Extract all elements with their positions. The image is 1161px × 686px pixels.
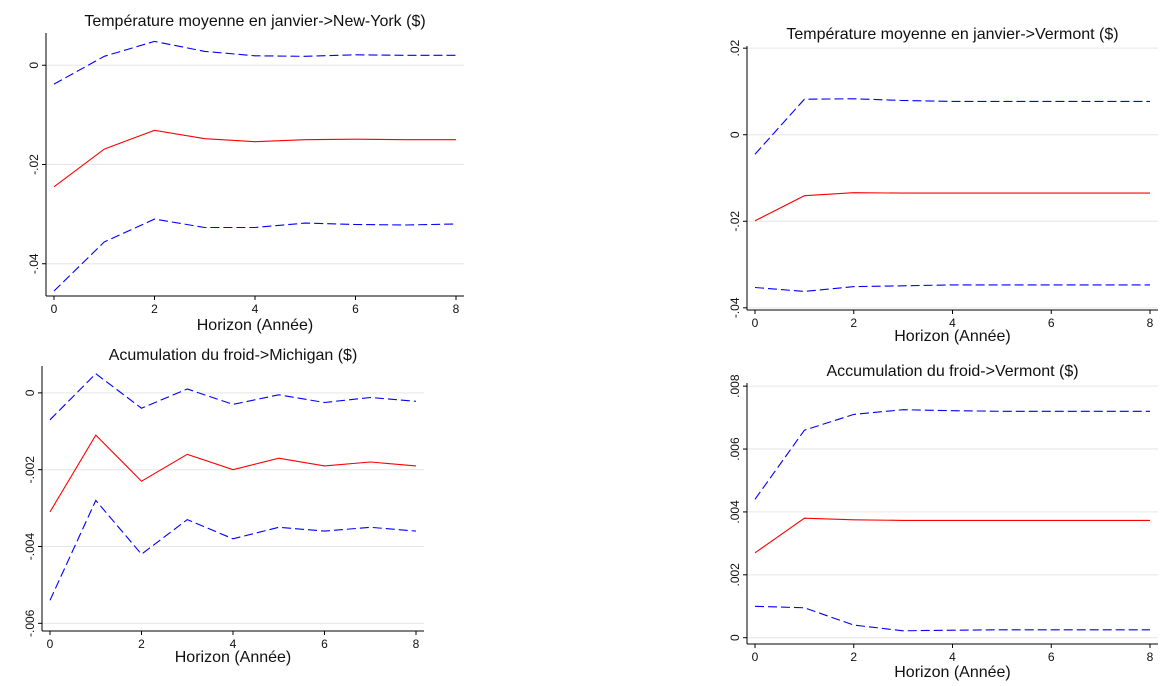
- x-tick-label: 4: [949, 650, 956, 664]
- x-tick-label: 8: [1147, 316, 1154, 330]
- x-tick-label: 4: [252, 302, 259, 316]
- chart-panel-vermont-cold-accumulation: .008 .006 .004 .002 0 0 2 4 6 8 Accumulation du fr…: [700, 358, 1161, 681]
- x-tick-label: 6: [352, 302, 359, 316]
- y-tick-label: .004: [728, 500, 742, 524]
- x-tick-label: 6: [1048, 316, 1055, 330]
- x-tick-label: 2: [138, 637, 145, 651]
- y-tick-label: 0: [728, 634, 742, 641]
- chart-title: Température moyenne en janvier->Vermont …: [786, 26, 1118, 43]
- y-tick-label: -.04: [728, 297, 742, 318]
- y-tick-label: .006: [728, 437, 742, 461]
- x-tick-label: 0: [752, 650, 759, 664]
- x-axis-label: Horizon (Année): [197, 317, 314, 334]
- chart-svg: 0 -.02 -.04 0 2 4 6 8 Température moyenne en jan…: [27, 13, 464, 334]
- chart-title: Accumulation du froid->Vermont ($): [826, 363, 1078, 380]
- x-tick-label: 4: [230, 637, 237, 651]
- x-tick-label: 2: [850, 650, 857, 664]
- x-axis-label: Horizon (Année): [175, 649, 292, 666]
- y-tick-label: .008: [728, 374, 742, 398]
- x-tick-label: 4: [949, 316, 956, 330]
- y-tick-label: 0: [27, 62, 41, 69]
- x-tick-label: 2: [850, 316, 857, 330]
- x-tick-label: 8: [1147, 650, 1154, 664]
- chart-panel-vermont-temperature: .02 0 -.02 -.04 0 2 4 6 8 Température moyenne en …: [700, 10, 1161, 347]
- chart-panel-michigan-cold-accumulation: 0 -.002 -.004 -.006 0 2 4 6 8 Acumulation du froi…: [0, 340, 430, 670]
- x-tick-label: 0: [51, 302, 58, 316]
- y-tick-label: 0: [23, 389, 37, 396]
- x-axis-label: Horizon (Année): [894, 328, 1011, 345]
- y-tick-label: -.04: [27, 253, 41, 274]
- series-line-lower: [754, 605, 1150, 632]
- series-line-irf: [53, 129, 456, 188]
- y-tick-label: -.02: [27, 154, 41, 175]
- y-tick-label: -.002: [23, 456, 37, 484]
- x-tick-label: 8: [453, 302, 460, 316]
- y-tick-label: -.006: [23, 609, 37, 637]
- x-axis-label: Horizon (Année): [894, 664, 1011, 681]
- chart-title: Température moyenne en janvier->New-York…: [84, 13, 425, 30]
- series-line-irf: [754, 517, 1150, 554]
- y-tick-label: 0: [728, 131, 742, 138]
- y-tick-label: .02: [728, 39, 742, 56]
- series-line-irf: [49, 434, 417, 513]
- series-line-irf: [754, 192, 1150, 222]
- series-line-upper: [53, 40, 456, 85]
- series-line-lower: [53, 218, 457, 292]
- x-tick-label: 0: [752, 316, 759, 330]
- chart-svg: 0 -.002 -.004 -.006 0 2 4 6 8 Acumulation du froi…: [23, 347, 424, 666]
- series-line-lower: [49, 499, 417, 601]
- x-tick-label: 8: [413, 637, 420, 651]
- chart-panel-new-york-temperature: 0 -.02 -.04 0 2 4 6 8 Température moyenne en jan…: [0, 0, 470, 335]
- x-tick-label: 6: [1048, 650, 1055, 664]
- series-line-upper: [754, 98, 1150, 155]
- series-line-upper: [49, 372, 417, 421]
- x-tick-label: 0: [47, 637, 54, 651]
- series-line-lower: [754, 284, 1150, 292]
- y-tick-label: -.02: [728, 211, 742, 232]
- chart-title: Acumulation du froid->Michigan ($): [109, 347, 358, 364]
- chart-svg: .02 0 -.02 -.04 0 2 4 6 8 Température moyenne en …: [728, 26, 1158, 345]
- y-tick-label: .002: [728, 563, 742, 587]
- x-tick-label: 6: [321, 637, 328, 651]
- y-tick-label: -.004: [23, 533, 37, 561]
- chart-svg: .008 .006 .004 .002 0 0 2 4 6 8 Accumulation du fr…: [728, 363, 1158, 681]
- series-line-upper: [754, 409, 1150, 500]
- x-tick-label: 2: [151, 302, 158, 316]
